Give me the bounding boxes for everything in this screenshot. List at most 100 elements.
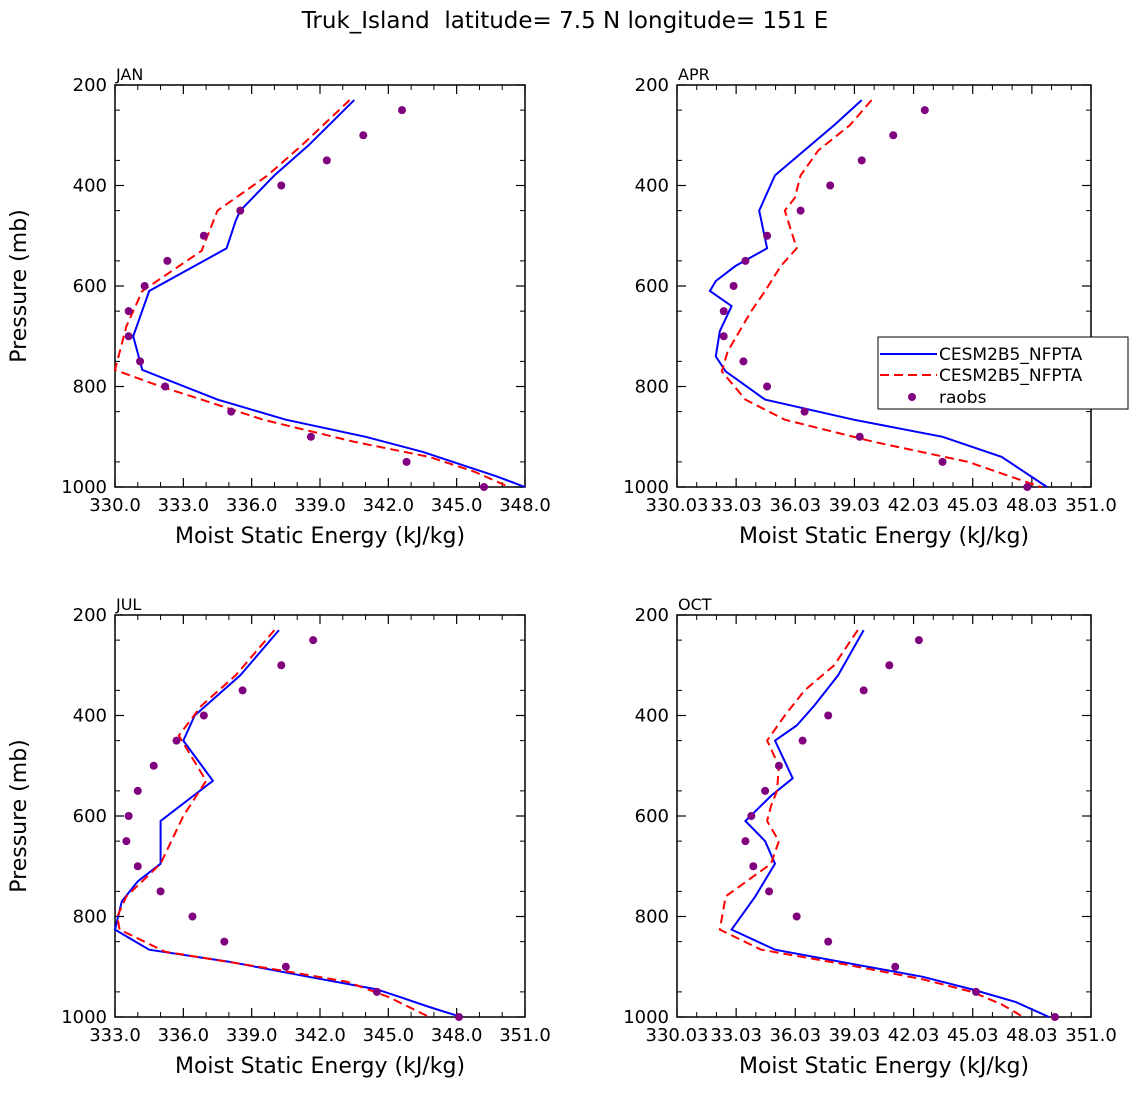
legend: CESM2B5_NFPTA CESM2B5_NFPTA raobs — [877, 336, 1129, 410]
raobs-point-jan — [227, 407, 236, 416]
y-tick-label-jul: 800 — [73, 907, 107, 928]
x-tick-label-oct: 351.0 — [1065, 1025, 1117, 1046]
raobs-point-apr — [938, 457, 947, 466]
x-tick-label-jul: 345.0 — [363, 1025, 415, 1046]
x-tick-label-oct: 36.03 — [770, 1025, 822, 1046]
raobs-point-oct — [914, 636, 923, 645]
raobs-point-oct — [798, 736, 807, 745]
raobs-point-jan — [398, 106, 406, 115]
model-line-solid-jul — [113, 629, 462, 1018]
raobs-point-jan — [163, 256, 172, 265]
x-tick-label-oct: 330.03 — [646, 1025, 709, 1046]
x-tick-label-apr: 33.03 — [710, 495, 762, 516]
raobs-point-apr — [729, 282, 738, 290]
model-line-dashed-oct — [718, 629, 1024, 1018]
raobs-point-oct — [859, 686, 868, 695]
x-tick-label-apr: 330.03 — [646, 495, 709, 516]
y-tick-label-oct: 800 — [635, 907, 669, 928]
raobs-point-jul — [281, 962, 290, 971]
x-tick-label-apr: 39.03 — [829, 495, 881, 516]
y-tick-label-jan: 200 — [73, 75, 107, 96]
x-tick-label-jan: 345.0 — [431, 495, 483, 516]
raobs-point-jan — [236, 206, 245, 215]
raobs-point-jul — [133, 786, 142, 795]
x-tick-label-jul: 348.0 — [431, 1025, 483, 1046]
raobs-point-jul — [172, 736, 181, 745]
raobs-point-jan — [199, 231, 208, 240]
x-tick-label-apr: 45.03 — [947, 495, 999, 516]
x-tick-label-jan: 336.0 — [226, 495, 278, 516]
y-tick-label-jan: 400 — [73, 176, 107, 197]
raobs-point-jan — [359, 131, 368, 140]
raobs-point-jan — [322, 156, 331, 165]
model-line-dashed-jul — [116, 629, 430, 1018]
x-axis-label-oct: Moist Static Energy (kJ/kg) — [739, 1054, 1029, 1079]
raobs-point-apr — [1023, 483, 1032, 491]
y-axis-label-jul: Pressure (mb) — [7, 739, 32, 893]
raobs-point-oct — [792, 912, 801, 921]
raobs-point-oct — [824, 711, 833, 720]
legend-box — [877, 336, 1129, 410]
x-tick-label-jul: 336.0 — [158, 1025, 210, 1046]
raobs-point-jul — [372, 987, 381, 996]
raobs-point-apr — [855, 432, 864, 441]
raobs-point-jul — [454, 1013, 463, 1021]
raobs-point-jul — [199, 711, 208, 720]
raobs-point-apr — [857, 156, 866, 165]
raobs-point-apr — [796, 206, 805, 215]
panel-jan: JAN 330.0 333.0 336.0 339.0 342.0 345.0 348.0 20… — [7, 65, 551, 549]
raobs-point-apr — [763, 382, 772, 391]
x-tick-label-oct: 48.03 — [1006, 1025, 1058, 1046]
x-tick-label-jan: 333.0 — [158, 495, 210, 516]
x-tick-label-jul: 351.0 — [499, 1025, 551, 1046]
y-tick-label-jul: 200 — [73, 605, 107, 626]
plot-frame-apr — [676, 84, 1092, 488]
model-line-solid-oct — [730, 629, 1050, 1018]
figure-title: Truk_Island latitude= 7.5 N longitude= 1… — [301, 8, 829, 34]
model-line-dashed-apr — [720, 99, 1042, 488]
raobs-point-jul — [220, 937, 229, 946]
raobs-point-jul — [124, 812, 133, 820]
panel-jul: JUL 333.0 336.0 339.0 342.0 345.0 348.0 351.0 20… — [7, 595, 551, 1079]
raobs-point-apr — [826, 181, 835, 190]
x-tick-label-jan: 339.0 — [294, 495, 346, 516]
plot-frame-oct — [676, 614, 1092, 1018]
raobs-point-jan — [161, 382, 170, 391]
raobs-point-jan — [277, 181, 286, 190]
panel-title-jul: JUL — [115, 595, 141, 614]
raobs-point-jan — [136, 357, 145, 366]
raobs-point-jan — [402, 457, 411, 466]
y-tick-label-apr: 600 — [635, 276, 669, 297]
y-tick-label-oct: 600 — [635, 806, 669, 827]
raobs-point-jul — [149, 761, 158, 770]
x-axis-label-apr: Moist Static Energy (kJ/kg) — [739, 524, 1029, 549]
legend-label-model-1: CESM2B5_NFPTA — [939, 345, 1083, 365]
x-tick-label-apr: 48.03 — [1006, 495, 1058, 516]
x-tick-label-oct: 45.03 — [947, 1025, 999, 1046]
raobs-point-jan — [306, 432, 315, 441]
x-tick-label-apr: 42.03 — [888, 495, 940, 516]
plot-frame-jul — [114, 614, 526, 1018]
raobs-point-jan — [480, 483, 488, 491]
y-axis-label-jan: Pressure (mb) — [7, 209, 32, 363]
y-tick-label-oct: 1000 — [623, 1007, 669, 1028]
raobs-point-oct — [891, 962, 900, 971]
raobs-point-jul — [133, 862, 142, 871]
raobs-point-apr — [739, 357, 748, 366]
panel-title-apr: APR — [678, 65, 710, 84]
y-tick-label-jan: 1000 — [61, 477, 107, 498]
raobs-point-jul — [122, 837, 131, 846]
panel-title-oct: OCT — [678, 595, 712, 614]
model-line-solid-jan — [132, 99, 526, 488]
raobs-point-jan — [124, 307, 133, 316]
raobs-point-oct — [741, 837, 750, 846]
x-tick-label-apr: 351.0 — [1065, 495, 1117, 516]
raobs-point-oct — [765, 887, 774, 896]
model-line-dashed-jan — [113, 99, 510, 488]
panel-apr: APR 330.03 33.03 36.03 39.03 42.03 45.03 48.03 3… — [623, 65, 1117, 549]
raobs-point-jul — [309, 636, 318, 645]
y-tick-label-apr: 400 — [635, 176, 669, 197]
y-tick-label-jul: 400 — [73, 706, 107, 727]
y-tick-label-jul: 1000 — [61, 1007, 107, 1028]
x-tick-label-apr: 36.03 — [770, 495, 822, 516]
